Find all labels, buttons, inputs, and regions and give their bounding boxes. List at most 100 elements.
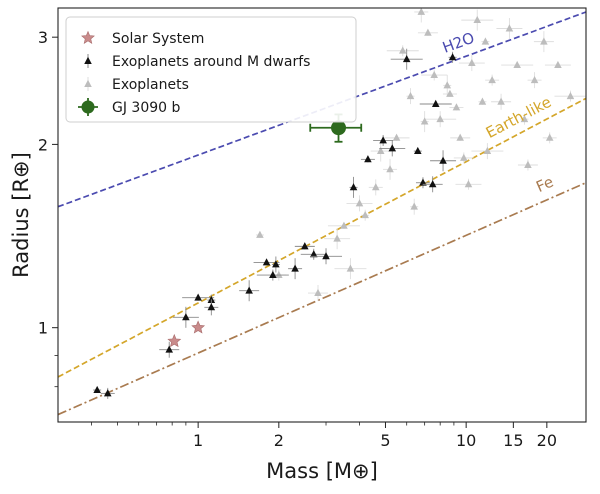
data-point [331,120,347,136]
data-point [371,183,380,191]
data-point [93,385,101,393]
x-axis-label: Mass [M⊕] [266,459,378,483]
data-point [483,146,492,155]
data-point [398,46,407,54]
data-point [439,156,447,164]
data-point [207,303,216,311]
data-point [420,117,429,125]
data-point [530,75,539,84]
data-point [245,286,253,294]
data-point [376,146,385,155]
data-point [262,258,271,266]
data-point [309,250,318,258]
data-point [379,136,387,144]
legend-box [65,16,357,123]
y-tick-label: 3 [38,28,48,47]
data-point [464,180,473,188]
data-point [355,199,364,207]
data-point [291,264,299,272]
data-point [103,389,112,397]
data-point [406,91,415,100]
data-point [430,70,438,78]
data-point [446,89,454,97]
data-point [554,60,562,68]
x-tick-label: 10 [456,431,476,450]
data-point [275,270,283,279]
legend: Solar System Exoplanets around M dwarfs Ex… [65,16,357,123]
series-exoplanets-around-m-dwarfs [93,48,457,399]
data-point [340,221,348,229]
curve-label-2: Fe [533,173,556,196]
legend-marker [81,100,95,114]
x-tick-label: 2 [274,431,284,450]
x-tick-label: 5 [380,431,390,450]
x-tick-label: 15 [503,431,523,450]
data-point [540,37,548,45]
data-point [566,91,575,100]
data-point [478,97,487,105]
data-point [322,252,330,260]
series-exoplanets [255,8,586,302]
curve-labels: H2O Earth-like Fe [440,29,556,196]
data-point [481,37,490,45]
data-point [448,53,457,61]
data-point [364,155,372,163]
data-point [505,24,514,32]
data-point [272,260,280,268]
data-point [414,146,422,155]
x-tick-label: 1 [193,431,203,450]
legend-marker [84,79,92,87]
data-point [191,320,206,334]
series-solar-system [167,320,206,348]
data-point [497,97,505,105]
data-point [301,242,309,250]
legend-marker [81,30,95,44]
y-axis-label: Radius [R⊕] [9,152,33,278]
data-point [167,333,182,348]
data-point [392,133,401,141]
curve-label-0: H2O [440,29,477,57]
data-point [256,230,264,238]
y-tick-label: 1 [38,319,48,338]
data-point [333,234,341,242]
data-point [520,114,529,123]
data-point [452,103,461,111]
data-point [269,270,277,279]
legend-label: Exoplanets [112,77,189,93]
data-point [513,60,521,68]
data-point [361,211,369,219]
x-tick-label: 20 [537,431,557,450]
data-point [388,144,397,152]
data-point [456,133,464,141]
data-point [545,133,554,141]
data-point [468,58,476,67]
data-point [410,202,418,210]
data-point [194,293,202,301]
data-point [386,165,394,173]
data-point [428,180,437,188]
legend-label: Exoplanets around M dwarfs [112,54,310,70]
plot-frame [57,7,587,423]
data-point [524,160,532,168]
curve-2 [58,181,586,416]
data-point [182,313,190,321]
data-point [402,55,411,63]
data-point [431,99,440,107]
data-point [349,183,358,191]
data-point [424,28,432,36]
data-point [165,345,173,353]
legend-label: GJ 3090 b [112,100,181,116]
y-tick-label: 2 [38,135,48,154]
x-axis: 1 2 5 10 15 20 [91,422,557,450]
data-points [93,8,586,399]
data-point [314,288,322,296]
curve-1 [58,97,586,378]
data-point [417,8,426,15]
data-point [436,114,444,123]
data-point [346,264,355,272]
data-point [460,153,468,161]
curve-label-1: Earth-like [483,93,555,142]
data-point [488,75,496,84]
data-point [473,15,482,24]
